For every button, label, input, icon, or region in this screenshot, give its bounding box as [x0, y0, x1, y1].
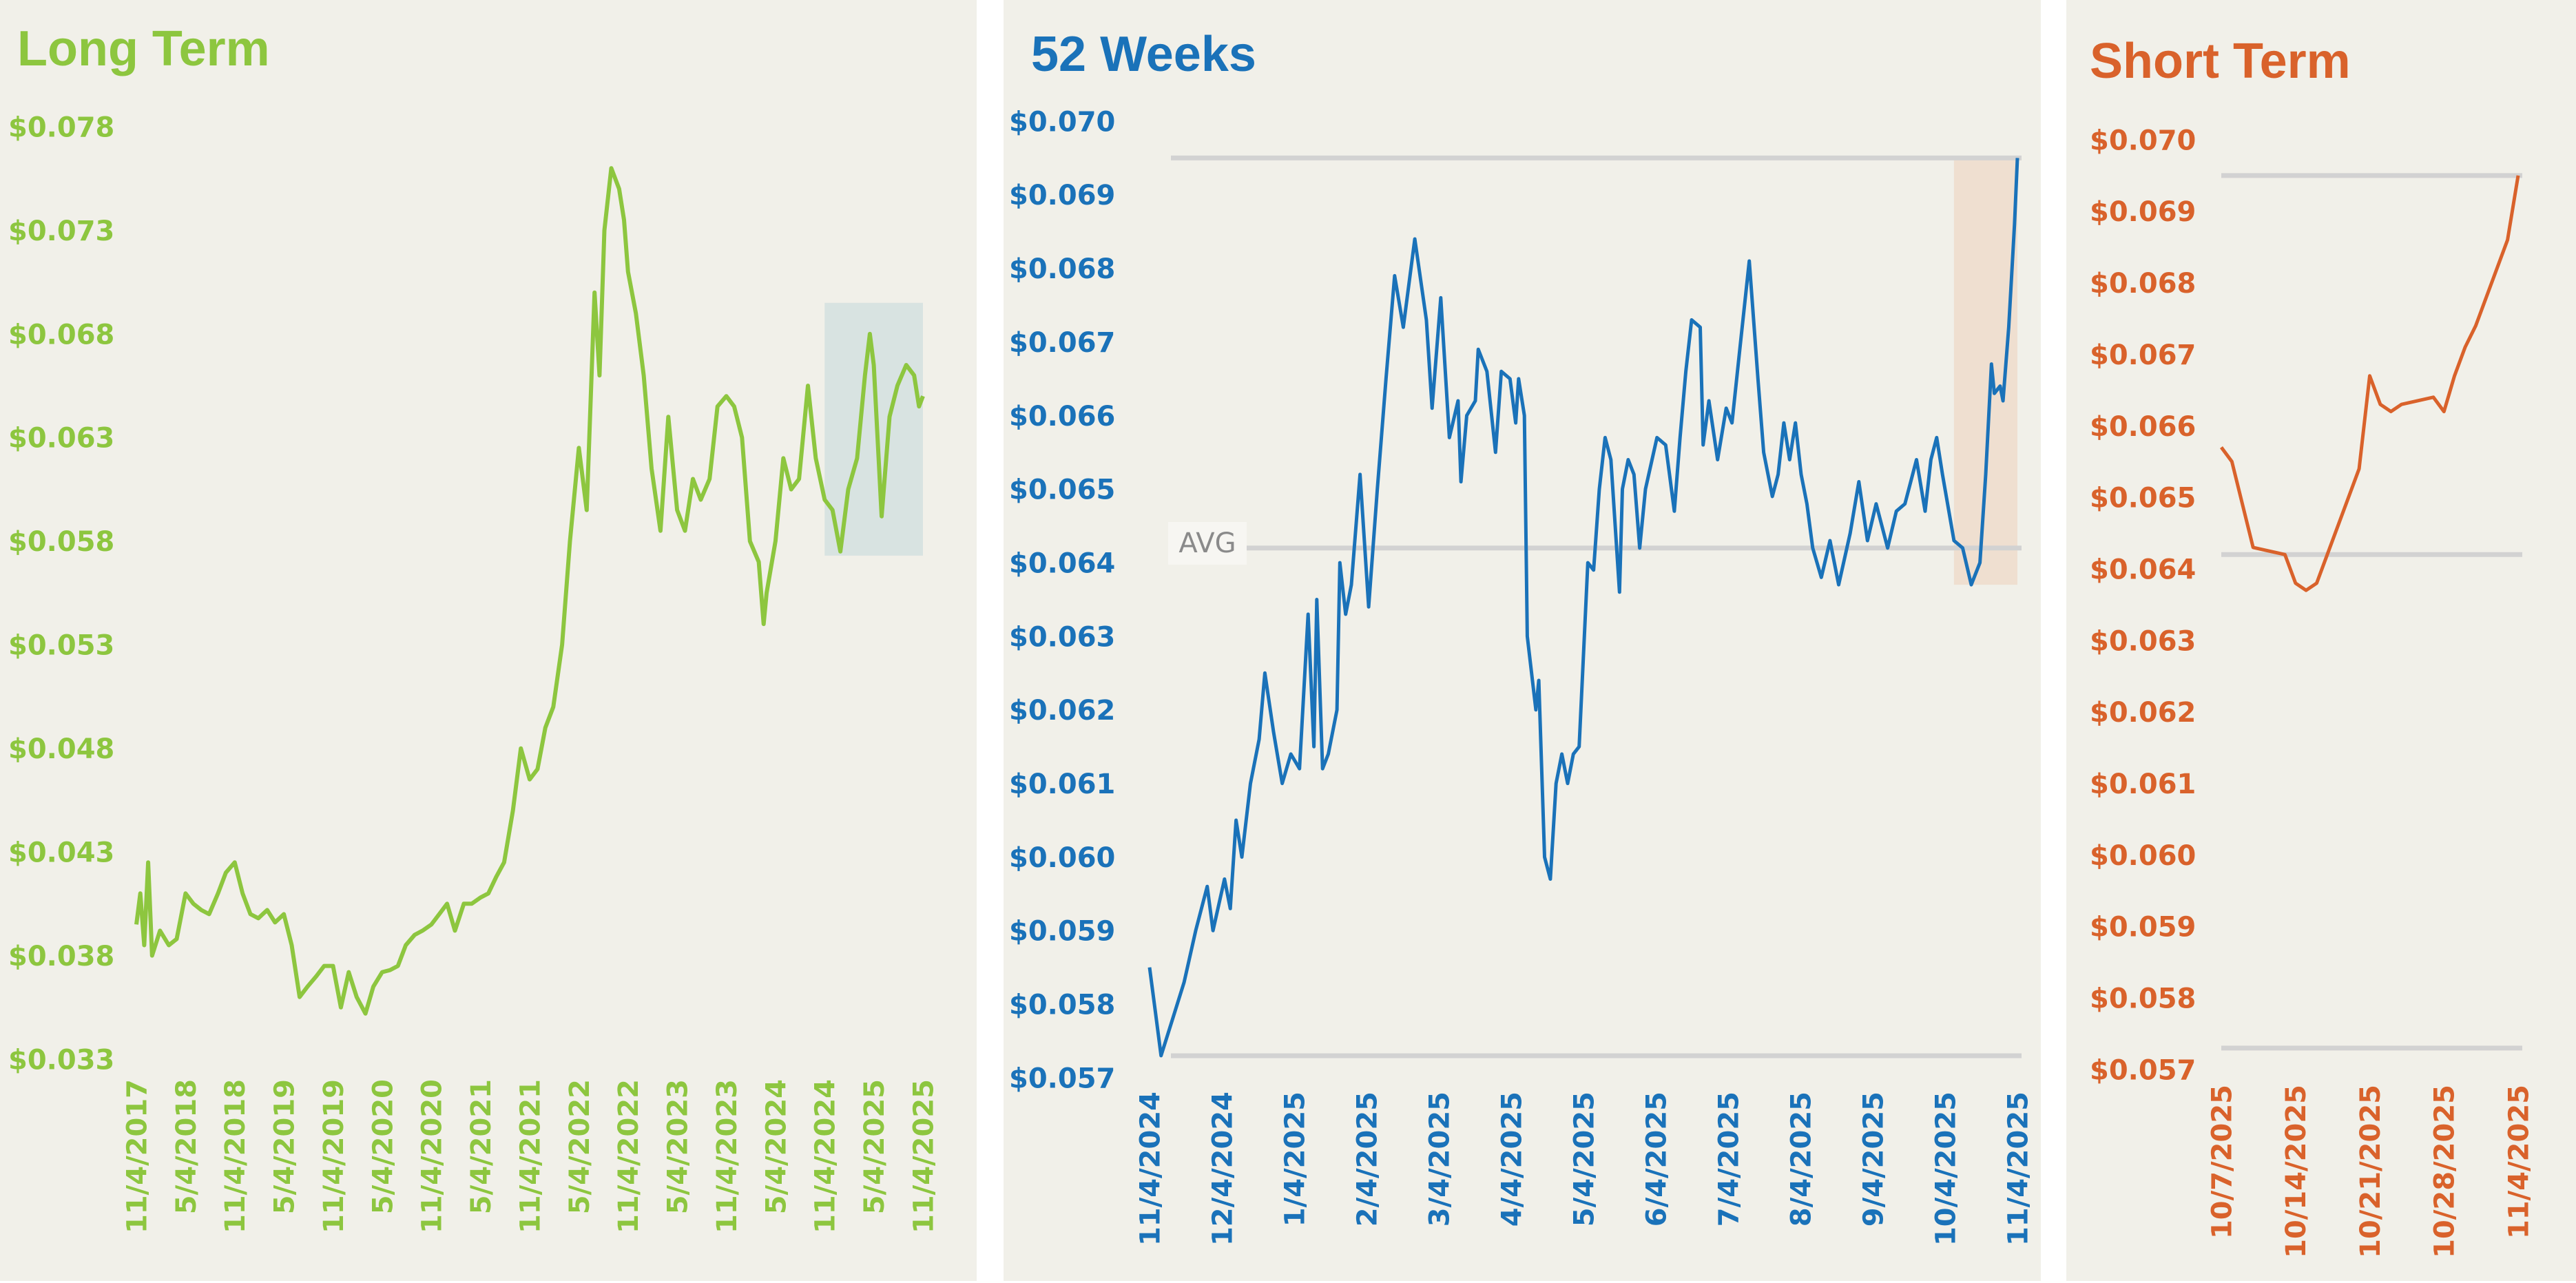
- long-term-panel: Long Term $0.078 $0.073 $0.068 $0.063 $0.058…: [0, 0, 977, 1281]
- x-tick-label: 11/4/2025: [2503, 1085, 2535, 1239]
- 52-weeks-title: 52 Weeks: [1031, 27, 1256, 82]
- x-tick-label: 5/4/2025: [1568, 1092, 1600, 1227]
- y-tick-label: $0.064: [1009, 547, 1115, 579]
- y-tick-label: $0.063: [8, 423, 114, 455]
- x-tick-label: 11/4/2019: [318, 1079, 350, 1233]
- y-tick-label: $0.066: [2090, 411, 2196, 443]
- y-tick-label: $0.066: [1009, 401, 1115, 432]
- y-tick-label: $0.063: [2090, 625, 2196, 657]
- y-tick-label: $0.058: [8, 526, 114, 558]
- y-tick-label: $0.073: [8, 216, 114, 247]
- x-tick-label: 3/4/2025: [1424, 1092, 1455, 1227]
- x-tick-label: 10/21/2025: [2355, 1085, 2387, 1258]
- highlight-box: [1953, 158, 2017, 585]
- x-tick-label: 5/4/2021: [466, 1079, 497, 1214]
- x-tick-label: 11/4/2021: [515, 1079, 546, 1233]
- x-tick-label: 1/4/2025: [1279, 1092, 1311, 1227]
- y-tick-label: $0.067: [1009, 327, 1115, 359]
- 52-weeks-chart: $0.070 $0.069 $0.068 $0.067 $0.066 $0.065 $0.0…: [1009, 106, 2034, 1246]
- long-term-title: Long Term: [17, 21, 270, 76]
- x-tick-label: 11/4/2024: [810, 1079, 842, 1233]
- y-tick-label: $0.068: [8, 319, 114, 351]
- x-tick-label: 11/4/2025: [2002, 1092, 2034, 1246]
- y-tick-label: $0.068: [2090, 268, 2196, 300]
- x-tick-label: 12/4/2024: [1207, 1092, 1238, 1246]
- x-tick-label: 9/4/2025: [1858, 1092, 1889, 1227]
- x-tick-label: 11/4/2020: [417, 1079, 448, 1233]
- y-tick-label: $0.065: [1009, 474, 1115, 506]
- series-line: [2219, 175, 2520, 592]
- y-tick-label: $0.053: [8, 630, 114, 662]
- x-tick-label: 5/4/2025: [859, 1079, 891, 1214]
- y-tick-label: $0.068: [1009, 253, 1115, 285]
- short-term-chart: $0.070 $0.069 $0.068 $0.067 $0.066 $0.065 $0.0…: [2090, 125, 2535, 1258]
- y-tick-label: $0.062: [2090, 697, 2196, 729]
- x-tick-label: 11/4/2022: [613, 1079, 645, 1233]
- y-tick-label: $0.057: [1009, 1063, 1115, 1094]
- short-term-panel: Short Term $0.070 $0.069 $0.068 $0.067 $0.06…: [2066, 0, 2576, 1281]
- x-tick-label: 11/4/2023: [711, 1079, 743, 1233]
- y-tick-label: $0.065: [2090, 483, 2196, 514]
- y-tick-label: $0.060: [1009, 842, 1115, 874]
- y-tick-label: $0.043: [8, 837, 114, 869]
- y-tick-label: $0.048: [8, 733, 114, 765]
- 52-weeks-panel: 52 Weeks $0.070 $0.069 $0.068 $0.067 $0.066 $…: [1004, 0, 2041, 1281]
- x-tick-label: 7/4/2025: [1713, 1092, 1745, 1227]
- x-tick-label: 11/4/2024: [1134, 1092, 1166, 1246]
- x-tick-label: 8/4/2025: [1785, 1092, 1817, 1227]
- x-tick-label: 5/4/2023: [663, 1079, 694, 1214]
- x-tick-label: 5/4/2018: [171, 1079, 202, 1214]
- x-tick-label: 5/4/2024: [760, 1079, 792, 1214]
- x-tick-label: 10/14/2025: [2281, 1085, 2312, 1258]
- y-tick-label: $0.059: [1009, 916, 1115, 948]
- y-tick-label: $0.064: [2090, 554, 2196, 585]
- y-tick-label: $0.070: [1009, 106, 1115, 138]
- x-tick-label: 5/4/2020: [367, 1079, 399, 1214]
- y-tick-label: $0.070: [2090, 125, 2196, 156]
- y-tick-label: $0.057: [2090, 1054, 2196, 1086]
- x-tick-label: 5/4/2019: [269, 1079, 301, 1214]
- series-line: [1147, 158, 2019, 1058]
- y-tick-label: $0.058: [1009, 990, 1115, 1021]
- series-line: [134, 166, 925, 1016]
- x-tick-label: 11/4/2017: [121, 1079, 153, 1233]
- highlight-box: [824, 302, 923, 556]
- x-tick-label: 5/4/2022: [564, 1079, 596, 1214]
- x-tick-label: 10/4/2025: [1930, 1092, 1962, 1246]
- y-tick-label: $0.062: [1009, 695, 1115, 727]
- y-tick-label: $0.058: [2090, 983, 2196, 1015]
- x-tick-label: 10/28/2025: [2429, 1085, 2461, 1258]
- y-tick-label: $0.061: [2090, 769, 2196, 800]
- short-term-title: Short Term: [2090, 34, 2351, 89]
- y-tick-label: $0.033: [8, 1044, 114, 1076]
- long-term-chart: $0.078 $0.073 $0.068 $0.063 $0.058 $0.053 $0.0…: [8, 112, 939, 1233]
- y-tick-label: $0.067: [2090, 340, 2196, 371]
- x-tick-label: 6/4/2025: [1641, 1092, 1672, 1227]
- y-tick-label: $0.059: [2090, 912, 2196, 943]
- y-tick-label: $0.078: [8, 112, 114, 143]
- y-tick-label: $0.038: [8, 941, 114, 972]
- y-tick-label: $0.060: [2090, 840, 2196, 872]
- x-tick-label: 11/4/2025: [908, 1079, 939, 1233]
- y-tick-label: $0.063: [1009, 621, 1115, 653]
- x-tick-label: 2/4/2025: [1351, 1092, 1383, 1227]
- x-tick-label: 11/4/2018: [220, 1079, 251, 1233]
- x-tick-label: 4/4/2025: [1496, 1092, 1528, 1227]
- y-tick-label: $0.069: [1009, 180, 1115, 211]
- avg-label: AVG: [1168, 522, 1247, 565]
- y-tick-label: $0.061: [1009, 769, 1115, 800]
- y-tick-label: $0.069: [2090, 196, 2196, 228]
- x-tick-label: 10/7/2025: [2206, 1085, 2238, 1239]
